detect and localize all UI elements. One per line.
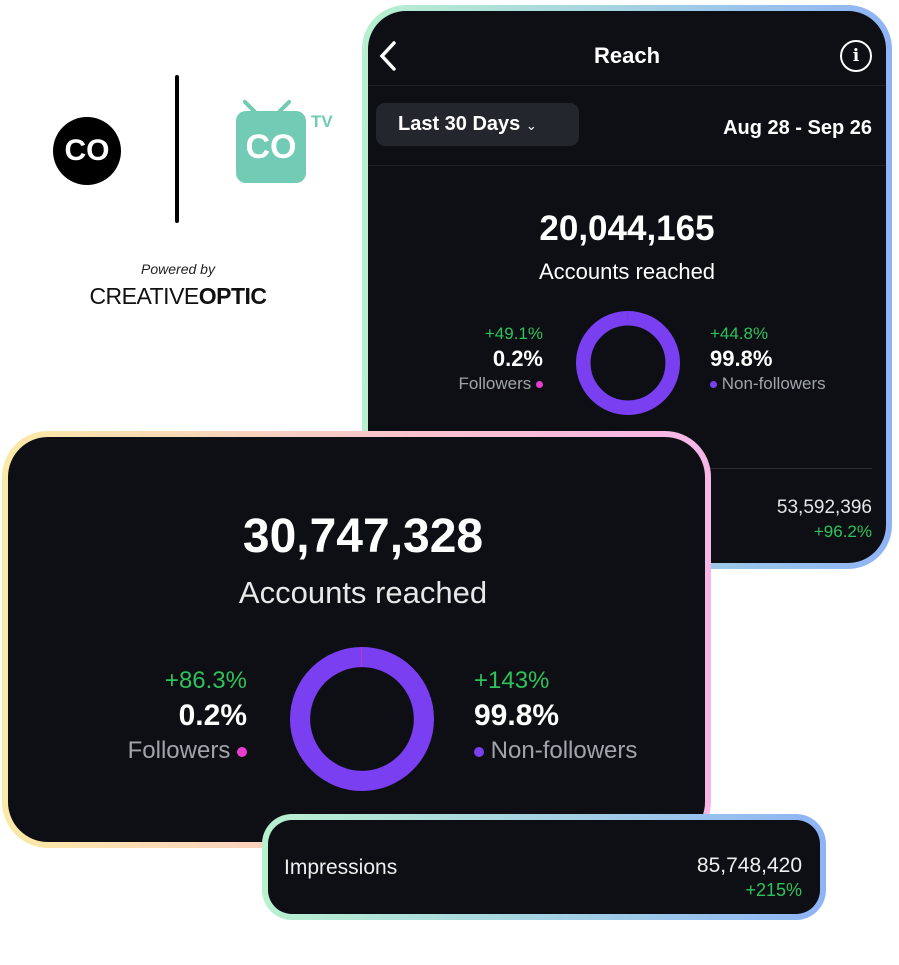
non-followers-stat: +44.8% 99.8% Non-followers (710, 324, 880, 394)
info-icon: i (852, 46, 860, 66)
followers-label: Followers (127, 737, 231, 764)
reach-card: 30,747,328 Accounts reached +86.3% 0.2% … (2, 431, 711, 848)
info-button[interactable]: i (840, 40, 872, 72)
followers-change: +49.1% (484, 324, 543, 343)
impressions-change: +215% (745, 880, 802, 900)
divider (368, 85, 886, 86)
followers-dot (237, 746, 247, 757)
page-title: Reach (593, 43, 661, 68)
date-range: Aug 28 - Sep 26 (723, 117, 872, 139)
chevron-left-icon (379, 41, 396, 71)
non-followers-change: +44.8% (710, 324, 769, 343)
chevron-down-icon: ⌄ (525, 118, 537, 133)
reach-donut-chart (576, 311, 680, 415)
reach-row: 53,592,396 +96.2% (777, 497, 872, 542)
followers-stat: +49.1% 0.2% Followers (403, 324, 543, 394)
non-followers-label: Non-followers (490, 737, 638, 764)
non-followers-segment (290, 647, 434, 791)
non-followers-percent: 99.8% (710, 346, 773, 371)
powered-by: Powered by (141, 261, 215, 277)
followers-segment (576, 311, 680, 415)
followers-percent: 0.2% (492, 346, 543, 371)
followers-dot (536, 381, 543, 389)
divider (368, 165, 886, 166)
non-followers-change: +143% (474, 667, 550, 694)
accounts-reached-total: 30,747,328 (242, 510, 484, 563)
followers-stat: +86.3% 0.2% Followers (67, 667, 247, 765)
followers-change: +86.3% (164, 667, 247, 694)
reach-row-value: 53,592,396 (776, 497, 872, 518)
reach-donut-chart (290, 647, 434, 791)
co-tv-logo: CO (236, 95, 306, 185)
back-button[interactable] (376, 39, 400, 73)
logo-divider (175, 75, 179, 223)
non-followers-percent: 99.8% (474, 699, 560, 732)
non-followers-dot (710, 381, 717, 389)
accounts-reached-total: 20,044,165 (539, 209, 715, 248)
impressions-card: Impressions 85,748,420 +215% (262, 814, 826, 920)
reach-screen: Reach i Last 30 Days ⌄ Aug 28 - Sep 26 2… (362, 5, 892, 569)
tv-label: TV (311, 112, 333, 131)
impressions-stat: 85,748,420 +215% (697, 854, 802, 901)
impressions-label: Impressions (284, 856, 398, 879)
reach-row-change: +96.2% (813, 522, 872, 541)
co-logo: CO (53, 117, 121, 185)
followers-percent: 0.2% (178, 699, 247, 732)
accounts-reached-label: Accounts reached (538, 259, 716, 284)
period-dropdown[interactable]: Last 30 Days ⌄ (376, 103, 579, 146)
non-followers-stat: +143% 99.8% Non-followers (474, 667, 704, 765)
non-followers-dot (474, 746, 484, 757)
followers-label: Followers (458, 374, 532, 393)
non-followers-label: Non-followers (721, 374, 826, 393)
impressions-value: 85,748,420 (696, 854, 802, 877)
non-followers-segment (576, 311, 680, 415)
creative-optic-logo: CREATIVEOPTIC (89, 283, 267, 309)
accounts-reached-label: Accounts reached (238, 575, 488, 610)
